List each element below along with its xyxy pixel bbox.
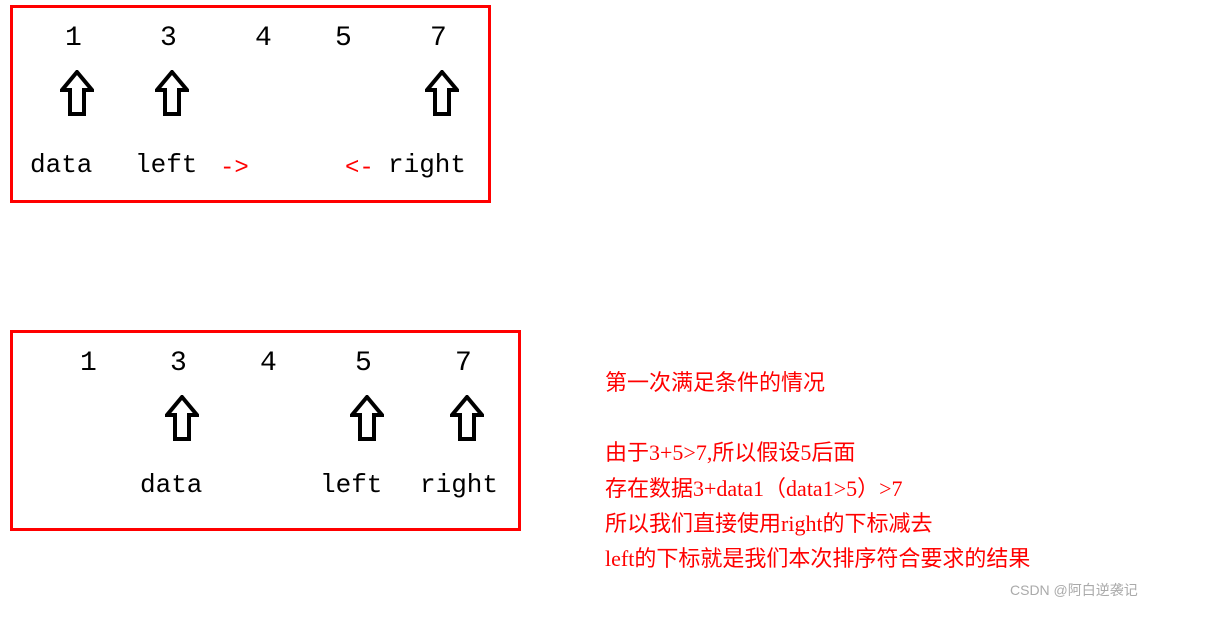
- array-value: 5: [335, 23, 352, 54]
- array-value: 3: [160, 23, 177, 54]
- explanation-text: 第一次满足条件的情况 由于3+5>7,所以假设5后面存在数据3+data1（da…: [605, 365, 1030, 576]
- direction-arrow: ->: [220, 155, 249, 182]
- up-arrow-icon: [165, 395, 199, 443]
- explanation-line: 所以我们直接使用right的下标减去: [605, 506, 1030, 541]
- watermark-label: CSDN @阿白逆袭记: [1010, 582, 1138, 598]
- pointer-label: right: [388, 150, 466, 180]
- up-arrow-icon: [155, 70, 189, 118]
- pointer-label: data: [30, 150, 92, 180]
- array-value: 4: [260, 348, 277, 379]
- explanation-line: [605, 400, 1030, 435]
- explanation-line: left的下标就是我们本次排序符合要求的结果: [605, 541, 1030, 576]
- pointer-label: data: [140, 470, 202, 500]
- pointer-label: right: [420, 470, 498, 500]
- explanation-line: 存在数据3+data1（data1>5）>7: [605, 471, 1030, 506]
- explanation-line: 由于3+5>7,所以假设5后面: [605, 435, 1030, 470]
- array-value: 3: [170, 348, 187, 379]
- array-value: 1: [80, 348, 97, 379]
- array-value: 4: [255, 23, 272, 54]
- array-value: 7: [455, 348, 472, 379]
- array-value: 7: [430, 23, 447, 54]
- array-value: 1: [65, 23, 82, 54]
- direction-arrow: <-: [345, 155, 374, 182]
- array-value: 5: [355, 348, 372, 379]
- up-arrow-icon: [450, 395, 484, 443]
- watermark-text: CSDN @阿白逆袭记: [1010, 580, 1138, 600]
- pointer-label: left: [320, 470, 382, 500]
- up-arrow-icon: [425, 70, 459, 118]
- up-arrow-icon: [60, 70, 94, 118]
- up-arrow-icon: [350, 395, 384, 443]
- pointer-label: left: [135, 150, 197, 180]
- explanation-line: 第一次满足条件的情况: [605, 365, 1030, 400]
